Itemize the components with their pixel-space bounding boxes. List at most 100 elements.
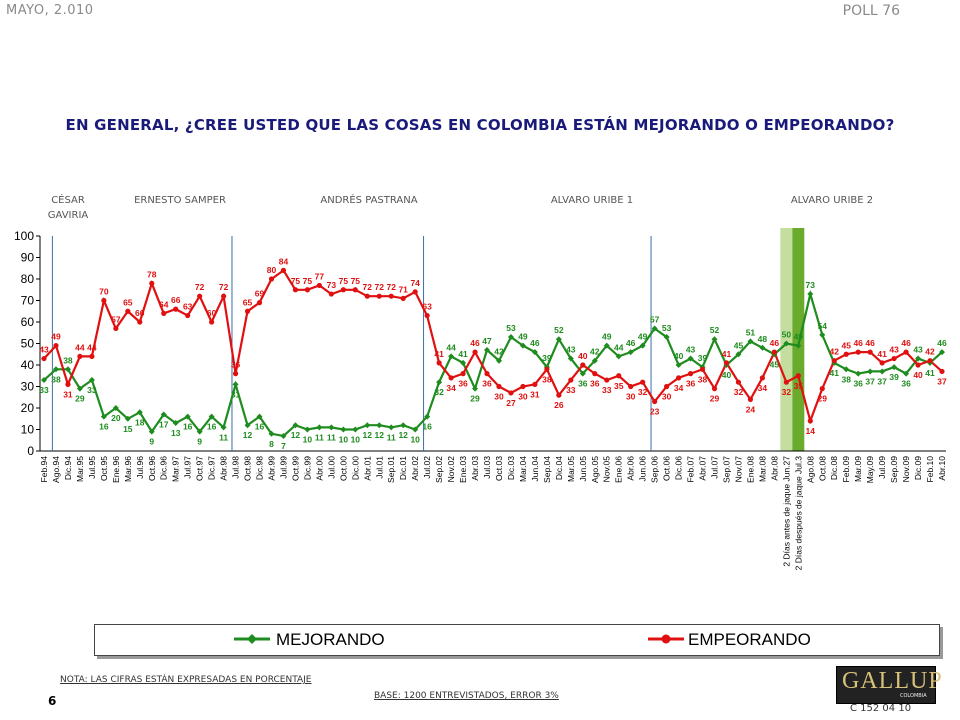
data-label-mejorando: 46	[626, 338, 636, 348]
data-label-mejorando: 33	[87, 385, 97, 395]
data-label-empeorando: 41	[877, 349, 887, 359]
point-mejorando	[891, 364, 898, 371]
data-label-empeorando: 63	[422, 302, 432, 312]
data-label-empeorando: 69	[255, 289, 265, 299]
president-samper: ERNESTO SAMPER	[134, 195, 226, 206]
point-mejorando	[783, 340, 790, 347]
data-label-empeorando: 75	[339, 276, 349, 286]
point-empeorando	[903, 349, 909, 355]
x-tick-label: Jul.07	[710, 456, 720, 479]
data-label-empeorando: 14	[806, 426, 816, 436]
x-tick-label: Jul.97	[183, 456, 193, 479]
x-tick-label: Ago.08	[805, 456, 815, 483]
data-label-empeorando: 31	[530, 389, 540, 399]
point-empeorando	[568, 377, 574, 383]
point-empeorando	[879, 360, 885, 366]
data-label-mejorando: 49	[794, 332, 804, 342]
data-label-mejorando: 43	[913, 345, 923, 355]
point-empeorando	[855, 349, 861, 355]
x-tick-label: Ene.96	[111, 456, 121, 483]
data-label-empeorando: 33	[566, 385, 576, 395]
x-tick-label: Dic.01	[398, 456, 408, 480]
poll-label: POLL 76	[842, 3, 900, 19]
point-mejorando	[531, 349, 538, 356]
point-mejorando	[507, 334, 514, 341]
point-mejorando	[100, 413, 107, 420]
data-label-empeorando: 42	[830, 347, 840, 357]
y-tick-label: 10	[21, 423, 35, 437]
point-mejorando	[747, 338, 754, 345]
data-label-mejorando: 39	[889, 372, 899, 382]
data-label-empeorando: 46	[853, 338, 863, 348]
point-mejorando	[352, 426, 359, 433]
point-empeorando	[795, 373, 801, 379]
data-label-mejorando: 18	[135, 417, 145, 427]
data-label-mejorando: 11	[327, 432, 336, 442]
point-empeorando	[185, 312, 191, 319]
point-mejorando	[939, 349, 945, 356]
data-label-empeorando: 29	[818, 394, 828, 404]
point-mejorando	[88, 377, 95, 384]
point-mejorando	[855, 370, 862, 377]
x-tick-label: Jul.03	[482, 456, 492, 479]
point-empeorando	[939, 368, 945, 375]
data-label-mejorando: 33	[39, 385, 49, 395]
x-tick-label: Sep.06	[650, 456, 660, 483]
point-mejorando	[64, 366, 71, 373]
data-label-mejorando: 41	[458, 349, 468, 359]
data-label-empeorando: 44	[87, 342, 97, 352]
point-mejorando	[711, 336, 718, 343]
point-mejorando	[160, 411, 167, 418]
point-mejorando	[735, 351, 742, 358]
point-empeorando	[424, 312, 430, 319]
data-label-mejorando: 20	[111, 413, 121, 423]
point-empeorando	[89, 353, 95, 359]
point-empeorando	[831, 358, 837, 364]
x-tick-label: Mar.08	[757, 456, 767, 482]
gallup-logo-sub: COLOMBIA	[900, 693, 927, 699]
point-empeorando	[711, 386, 718, 392]
data-label-empeorando: 37	[937, 376, 947, 386]
point-mejorando	[460, 359, 467, 366]
point-empeorando	[472, 349, 478, 355]
data-label-mejorando: 29	[75, 394, 85, 404]
x-tick-label: Dic.03	[506, 456, 516, 480]
point-empeorando	[65, 381, 71, 387]
point-mejorando	[448, 353, 455, 360]
data-label-empeorando: 36	[590, 379, 600, 389]
data-label-empeorando: 80	[267, 265, 277, 275]
data-label-mejorando: 49	[638, 332, 648, 342]
data-label-mejorando: 40	[674, 351, 684, 361]
x-tick-label: Jun.04	[530, 456, 540, 482]
data-label-empeorando: 26	[554, 400, 564, 410]
point-mejorando	[52, 366, 59, 373]
x-tick-label: Abr.08	[769, 456, 779, 481]
x-tick-label: Oct.95	[99, 456, 109, 481]
legend-empeorando-swatch	[648, 634, 684, 644]
x-tick-label: Sep.04	[542, 456, 552, 483]
x-tick-label: Abr.07	[698, 456, 708, 481]
data-label-empeorando: 46	[901, 338, 911, 348]
point-mejorando	[328, 424, 335, 431]
data-label-empeorando: 57	[111, 314, 121, 324]
x-tick-label: Jul.09	[877, 456, 887, 479]
point-empeorando	[436, 360, 442, 366]
point-empeorando	[448, 375, 454, 381]
point-empeorando	[628, 383, 634, 390]
data-label-empeorando: 43	[39, 345, 49, 355]
point-empeorando	[604, 377, 610, 383]
point-mejorando	[675, 362, 682, 368]
x-tick-label: Oct.00	[338, 456, 348, 481]
data-label-empeorando: 84	[279, 256, 289, 266]
data-label-empeorando: 40	[913, 370, 923, 380]
data-label-empeorando: 32	[638, 387, 648, 397]
x-tick-label: Ene.06	[614, 456, 624, 483]
point-empeorando	[867, 349, 873, 355]
point-mejorando	[124, 415, 131, 422]
data-label-empeorando: 78	[147, 269, 157, 279]
point-empeorando	[699, 366, 706, 372]
point-empeorando	[388, 293, 394, 299]
data-label-mejorando: 43	[686, 345, 696, 355]
point-mejorando	[244, 422, 251, 429]
point-empeorando	[244, 308, 251, 314]
